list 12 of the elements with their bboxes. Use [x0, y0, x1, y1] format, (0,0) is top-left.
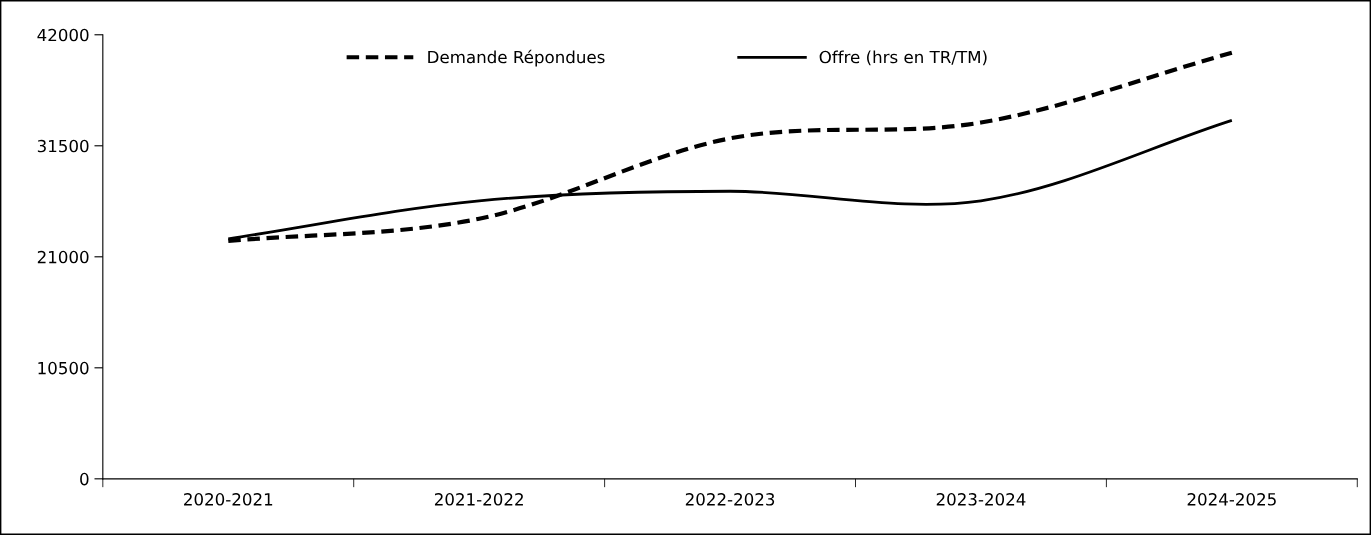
legend-label: Demande Répondues — [428, 49, 605, 67]
y-tick-label: 31500 — [37, 139, 89, 153]
y-tick-label: 42000 — [37, 28, 89, 42]
y-tick-label: 10500 — [38, 361, 89, 375]
y-tick-label: 0 — [80, 472, 89, 486]
x-tick-label: 2022-2023 — [685, 493, 775, 506]
y-tick-label: 21000 — [37, 250, 89, 264]
x-tick-label: 2023-2024 — [936, 493, 1026, 506]
x-tick-label: 2024-2025 — [1187, 493, 1276, 506]
x-tick-label: 2021-2022 — [434, 493, 523, 506]
legend-label: Offre (hrs en TR/TM) — [819, 50, 987, 66]
x-tick-label: 2020-2021 — [184, 493, 273, 506]
